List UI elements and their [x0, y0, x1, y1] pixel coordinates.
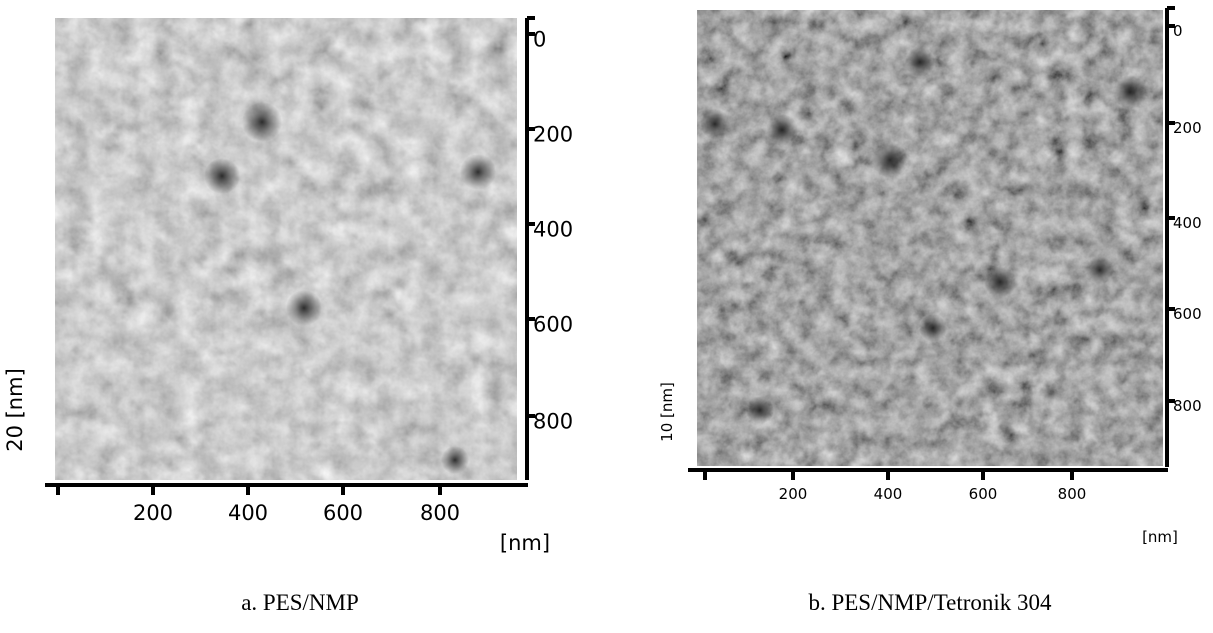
x-tick-label: 800 [420, 501, 460, 525]
x-unit: [nm] [1142, 528, 1178, 546]
z-label: 20 [nm] [3, 368, 27, 452]
x-tick-label: 600 [323, 501, 363, 525]
caption: b. PES/NMP/Tetronik 304 [808, 590, 1052, 615]
y-tick-label: 200 [1173, 119, 1202, 137]
y-tick-label: 200 [533, 122, 573, 146]
x-tick-label: 800 [1058, 485, 1087, 503]
x-tick-label: 600 [969, 485, 998, 503]
y-tick-label: 600 [533, 312, 573, 336]
y-tick-label: 600 [1173, 305, 1202, 323]
y-tick-label: 800 [1173, 397, 1202, 415]
y-tick-label: 800 [533, 409, 573, 433]
y-tick-label: 400 [533, 217, 573, 241]
y-tick-label: 0 [1173, 22, 1183, 40]
y-tick-label: 400 [1173, 214, 1202, 232]
afm-image-b [697, 10, 1163, 466]
afm-image-a [55, 18, 517, 480]
x-tick-label: 200 [133, 501, 173, 525]
x-unit: [nm] [500, 531, 550, 555]
y-tick-label: 0 [533, 27, 546, 51]
x-tick-label: 200 [779, 485, 808, 503]
x-tick-label: 400 [874, 485, 903, 503]
caption: a. PES/NMP [241, 590, 359, 615]
z-label: 10 [nm] [658, 382, 676, 442]
x-tick-label: 400 [228, 501, 268, 525]
